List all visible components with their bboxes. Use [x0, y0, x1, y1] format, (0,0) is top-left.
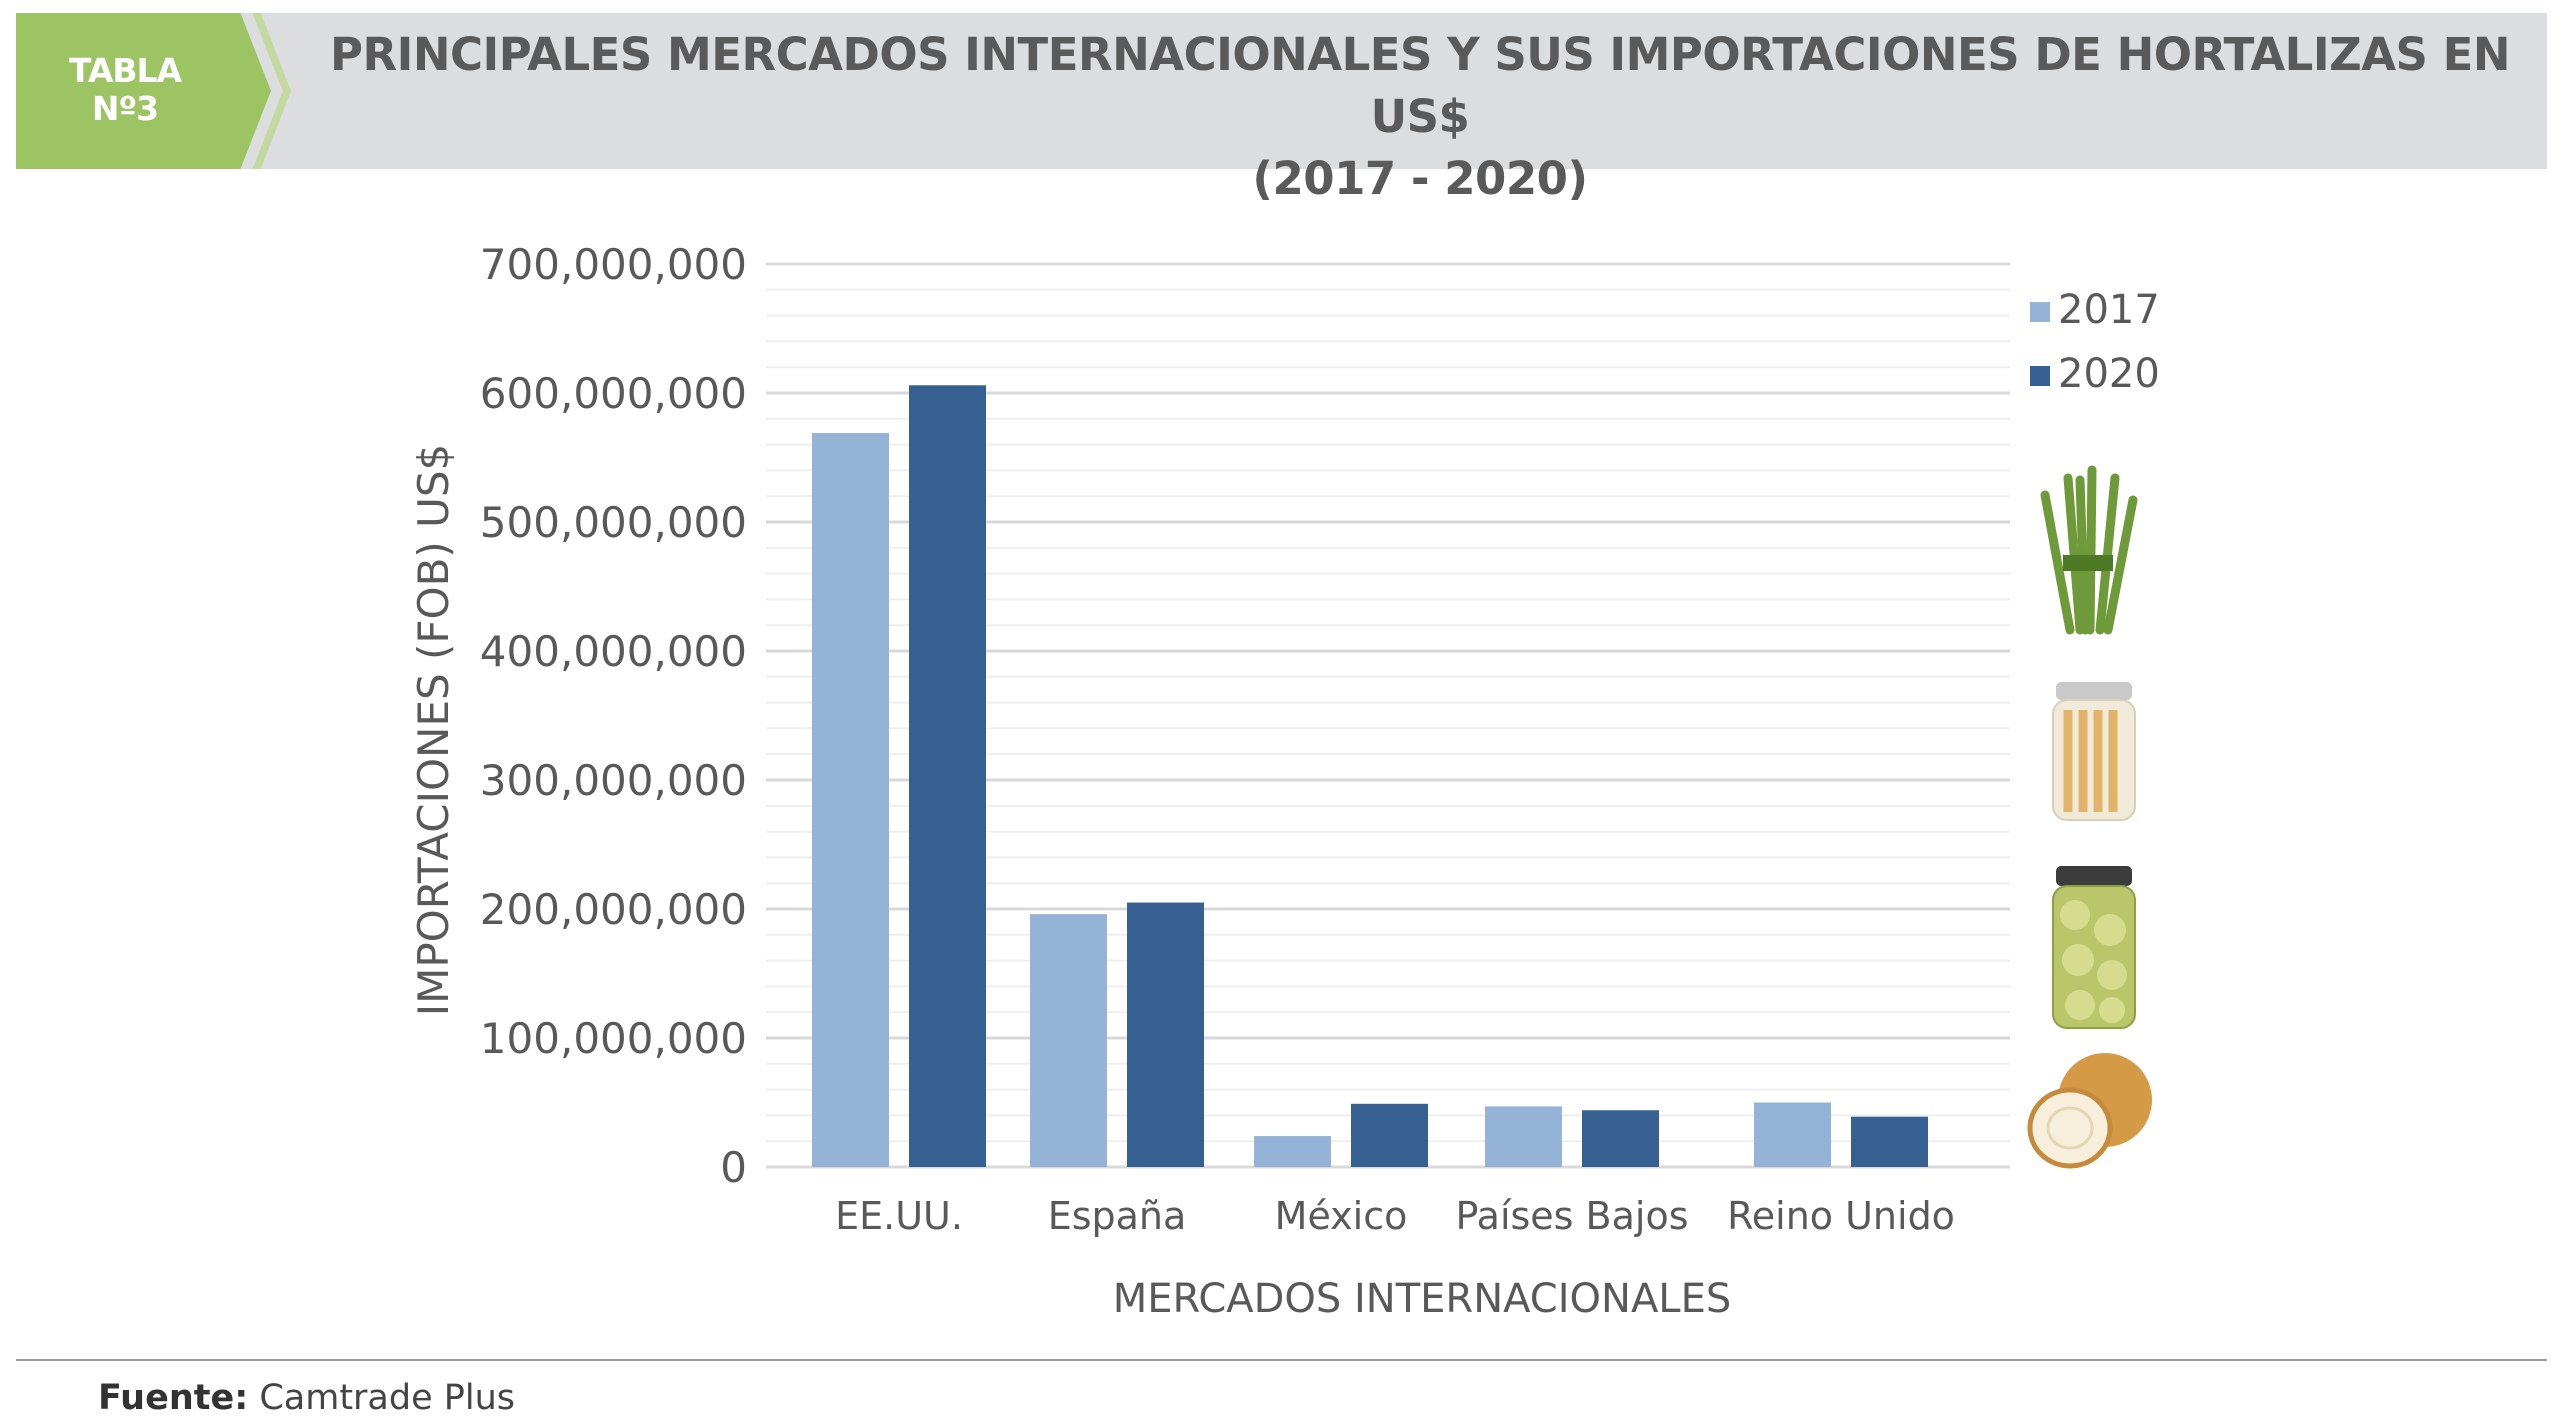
x-tick-label: México: [1275, 1194, 1408, 1238]
jarred-artichoke-icon: [2052, 866, 2136, 1029]
bar-2017-m-xico: [1254, 1136, 1331, 1167]
title-banner: [16, 13, 2547, 169]
table-number-tab: [16, 13, 271, 169]
table-number: TABLA Nº3: [40, 52, 210, 128]
footer-divider: [16, 1359, 2547, 1361]
x-tick-label: EE.UU.: [835, 1194, 963, 1238]
tab-label-line1: TABLA: [68, 51, 182, 90]
y-tick-label: 200,000,000: [480, 885, 747, 934]
legend: 2017 2020: [2030, 287, 2160, 397]
x-tick-labels: EE.UU. España México Países Bajos Reino Unid…: [835, 1194, 1955, 1238]
bar-2020-espa-a: [1127, 902, 1204, 1167]
bar-2017-pa-ses-bajos: [1485, 1106, 1562, 1167]
legend-swatch-2020: [2030, 366, 2050, 386]
asparagus-icon: [2040, 465, 2138, 635]
x-tick-label: España: [1048, 1194, 1187, 1238]
source-note: Fuente: Camtrade Plus: [98, 1378, 515, 1418]
bars: [812, 385, 1928, 1167]
onion-icon: [2027, 1053, 2152, 1169]
legend-swatch-2017: [2030, 302, 2050, 322]
tab-label-line2: Nº3: [91, 89, 159, 128]
bar-2020-m-xico: [1351, 1103, 1428, 1167]
y-tick-label: 300,000,000: [480, 756, 747, 805]
y-tick-label: 400,000,000: [480, 627, 747, 676]
legend-label: 2020: [2058, 351, 2160, 397]
y-tick-label: 500,000,000: [480, 498, 747, 547]
bar-2017-reino-unido: [1754, 1102, 1831, 1167]
y-axis-title: IMPORTACIONES (FOB) US$: [409, 444, 458, 1017]
source-value: Camtrade Plus: [259, 1378, 516, 1418]
source-label: Fuente:: [98, 1378, 249, 1418]
y-tick-labels: 0 100,000,000 200,000,000 300,000,000 400,00…: [480, 240, 747, 1192]
bar-2020-reino-unido: [1851, 1116, 1928, 1167]
y-tick-label: 600,000,000: [480, 369, 747, 418]
bar-2020-ee-uu-: [909, 385, 986, 1167]
bar-2020-pa-ses-bajos: [1582, 1110, 1659, 1167]
title-line1: PRINCIPALES MERCADOS INTERNACIONALES Y S…: [329, 28, 2511, 143]
y-tick-label: 100,000,000: [480, 1014, 747, 1063]
chart-title: PRINCIPALES MERCADOS INTERNACIONALES Y S…: [300, 24, 2540, 210]
y-tick-label: 0: [720, 1143, 747, 1192]
x-axis-title: MERCADOS INTERNACIONALES: [1113, 1276, 1732, 1322]
y-tick-label: 700,000,000: [480, 240, 747, 289]
x-tick-label: Reino Unido: [1727, 1194, 1955, 1238]
jarred-asparagus-icon: [2052, 682, 2136, 821]
x-tick-label: Países Bajos: [1455, 1194, 1688, 1238]
title-line2: (2017 - 2020): [1252, 152, 1588, 205]
bar-2017-ee-uu-: [812, 432, 889, 1167]
bar-2017-espa-a: [1030, 914, 1107, 1167]
legend-label: 2017: [2058, 287, 2160, 333]
